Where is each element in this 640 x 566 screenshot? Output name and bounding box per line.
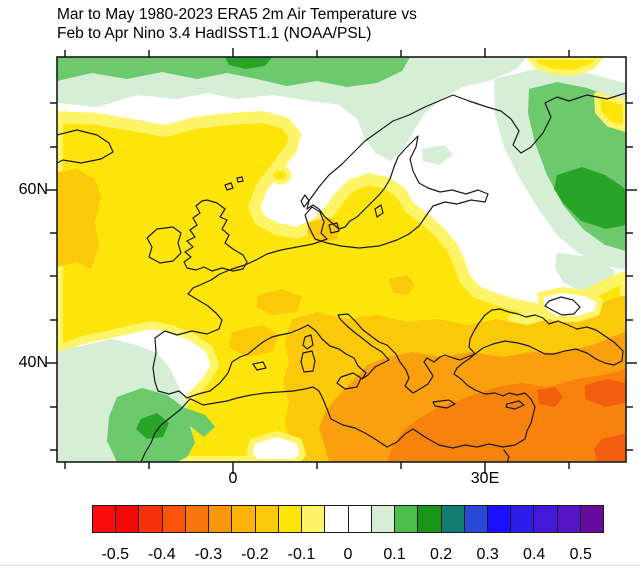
colorbar-cell bbox=[511, 506, 535, 532]
colorbar bbox=[92, 505, 604, 533]
colorbar-cell bbox=[371, 506, 396, 532]
colorbar-cell bbox=[580, 506, 604, 532]
suez-coastline bbox=[503, 449, 510, 462]
mallorca-coastline bbox=[252, 361, 267, 371]
sicily-coastline bbox=[336, 372, 362, 390]
black-sea-coastline bbox=[468, 308, 624, 366]
mainland-europe-coastline bbox=[152, 92, 626, 399]
zealand-coastline bbox=[328, 222, 340, 234]
colorbar-cell bbox=[557, 506, 581, 532]
colorbar-cell bbox=[209, 506, 233, 532]
colorbar-tick-label: 0 bbox=[343, 546, 353, 563]
colorbar-cell bbox=[278, 506, 303, 532]
colorbar-cell bbox=[418, 506, 442, 532]
lat-label-60n: 60N bbox=[18, 181, 48, 198]
colorbar-cell bbox=[93, 506, 117, 532]
gotland-coastline bbox=[374, 204, 384, 218]
colorbar-cell bbox=[139, 506, 163, 532]
chart-title: Mar to May 1980-2023 ERA5 2m Air Tempera… bbox=[57, 5, 417, 43]
coastlines-layer bbox=[57, 92, 626, 462]
iceland-coastline bbox=[57, 129, 114, 164]
colorbar-cell bbox=[162, 506, 186, 532]
colorbar-tick-label: -0.5 bbox=[101, 546, 130, 563]
map-border bbox=[56, 56, 627, 463]
axis-ticks bbox=[46, 48, 637, 474]
levant-north-africa-coastline bbox=[140, 373, 536, 462]
colorbar-tick-label: -0.2 bbox=[241, 546, 269, 563]
map-fill-layer bbox=[57, 57, 626, 462]
colorbar-cell bbox=[302, 506, 326, 532]
colorbar-cell bbox=[464, 506, 488, 532]
colorbar-cell bbox=[487, 506, 512, 532]
colorbar-tick-label: -0.1 bbox=[287, 546, 316, 563]
great-britain-coastline bbox=[183, 199, 248, 272]
colorbar-cell bbox=[348, 506, 372, 532]
corsica-coastline bbox=[302, 334, 314, 350]
chart-title-line1: Mar to May 1980-2023 ERA5 2m Air Tempera… bbox=[57, 6, 417, 23]
colorbar-cell bbox=[116, 506, 140, 532]
colorbar-cell bbox=[441, 506, 465, 532]
turkey-west-coastline bbox=[453, 353, 476, 375]
colorbar-tick-label: 0.2 bbox=[429, 546, 453, 563]
colorbar-cell bbox=[255, 506, 279, 532]
chart-title-line2: Feb to Apr Nino 3.4 HadISST1.1 (NOAA/PSL… bbox=[57, 25, 372, 42]
colorbar-tick-label: 0.5 bbox=[569, 546, 592, 563]
lat-label-40n: 40N bbox=[18, 354, 48, 371]
colorbar-tick-label: -0.4 bbox=[148, 546, 176, 563]
ireland-coastline bbox=[146, 226, 182, 264]
colorbar-cell bbox=[325, 506, 349, 532]
colorbar-cell bbox=[185, 506, 210, 532]
colorbar-tick-label: 0.4 bbox=[523, 546, 546, 563]
colorbar-cell bbox=[395, 506, 419, 532]
shetland-islands bbox=[224, 176, 244, 191]
lon-label-30e: 30E bbox=[470, 470, 500, 487]
sea-of-azov-coastline bbox=[544, 296, 581, 316]
colorbar-tick-label: 0.3 bbox=[476, 546, 499, 563]
colorbar-tick-label: -0.3 bbox=[194, 546, 223, 563]
colorbar-cell bbox=[232, 506, 256, 532]
colorbar-cell bbox=[534, 506, 558, 532]
lon-label-0: 0 bbox=[228, 470, 238, 487]
sardinia-coastline bbox=[300, 350, 316, 373]
crete-coastline bbox=[432, 399, 456, 409]
colorbar-tick-label: 0.1 bbox=[383, 546, 406, 563]
cyprus-coastline bbox=[505, 400, 525, 410]
